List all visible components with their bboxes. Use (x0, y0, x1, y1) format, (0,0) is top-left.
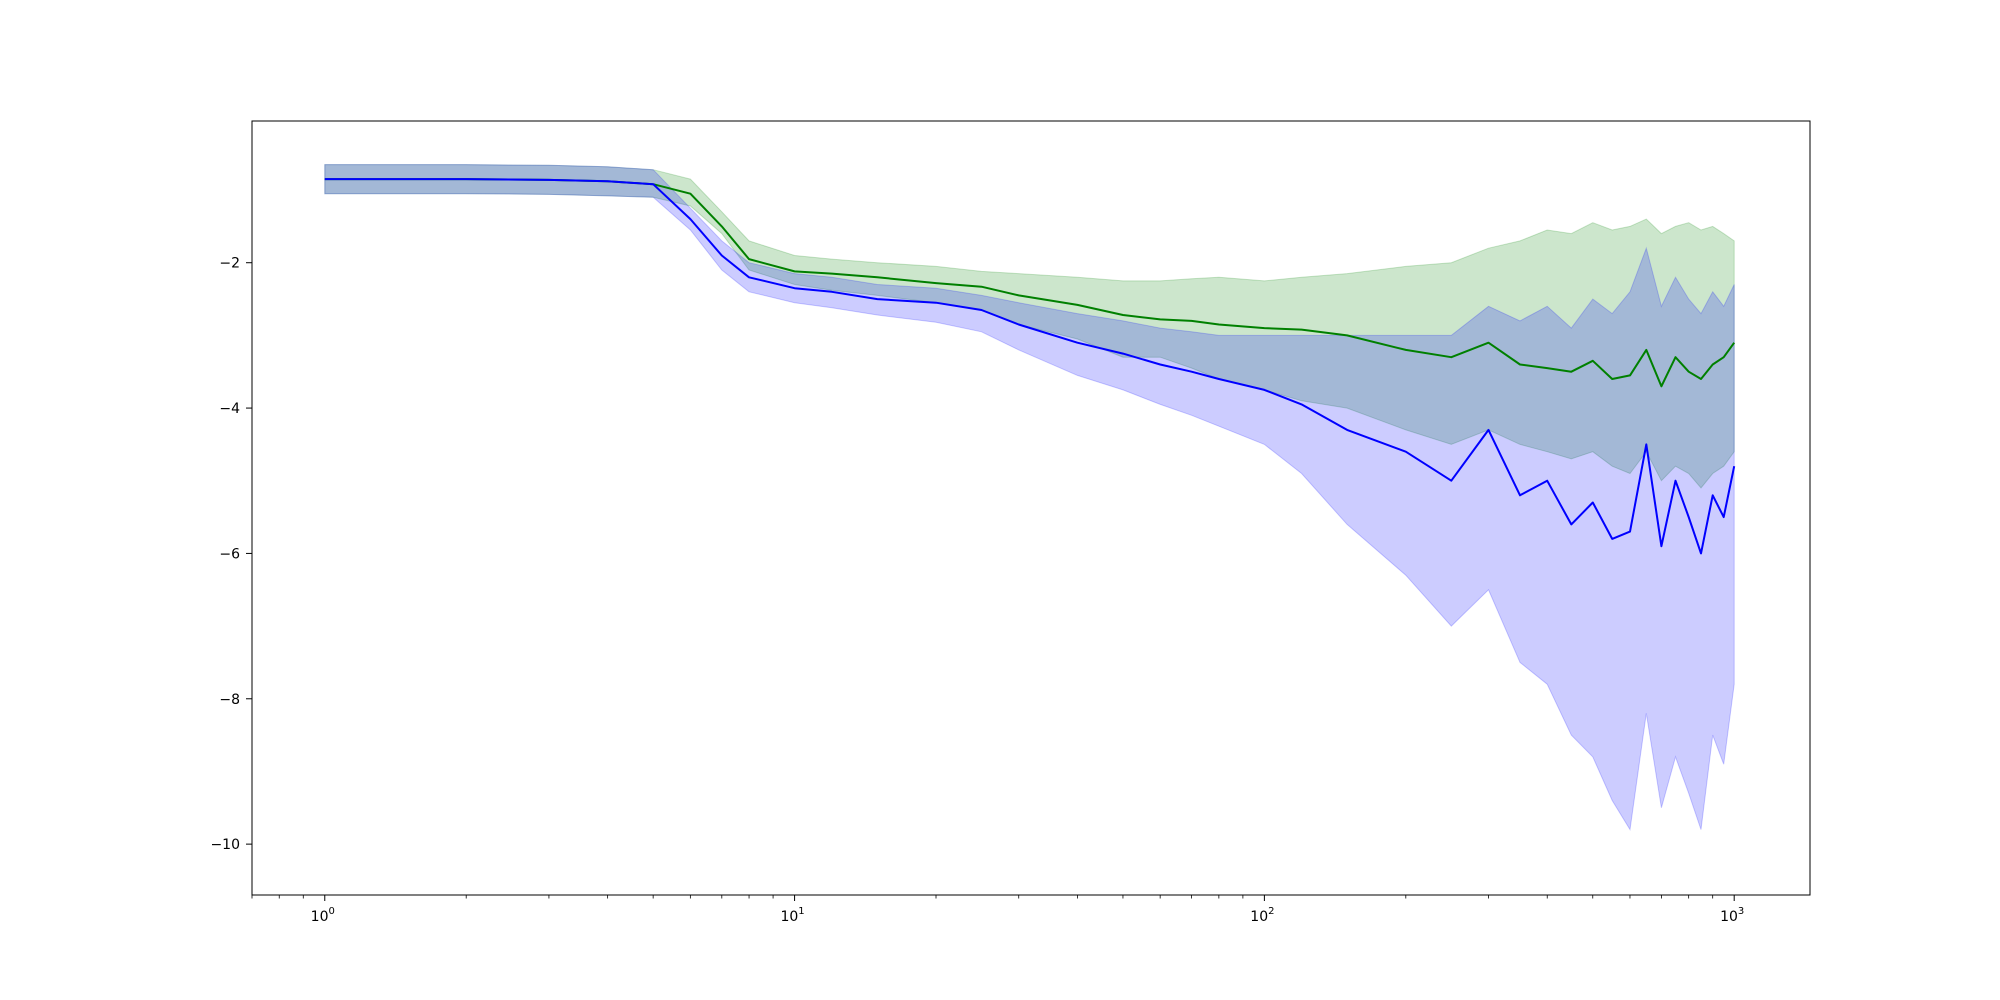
x-tick-label: 101 (780, 906, 804, 925)
y-axis: −2 −4 −6 −8 −10 (210, 256, 252, 853)
y-tick-label: −2 (219, 256, 240, 272)
y-tick-label: −6 (219, 546, 240, 562)
x-tick-label: 103 (1720, 906, 1744, 925)
confidence-bands (324, 164, 1735, 832)
band-series-2 (324, 164, 1735, 832)
x-tick-label: 102 (1250, 906, 1274, 925)
y-tick-label: −10 (210, 837, 240, 853)
line-series-2 (324, 178, 1736, 555)
y-tick-label: −8 (219, 692, 240, 708)
x-tick-label: 100 (311, 906, 335, 925)
y-tick-label: −4 (219, 401, 240, 417)
axes-frame (251, 120, 1811, 896)
line-series-1 (324, 178, 1736, 388)
series-lines (324, 178, 1736, 555)
x-axis: 100 101 102 103 (251, 895, 1744, 925)
